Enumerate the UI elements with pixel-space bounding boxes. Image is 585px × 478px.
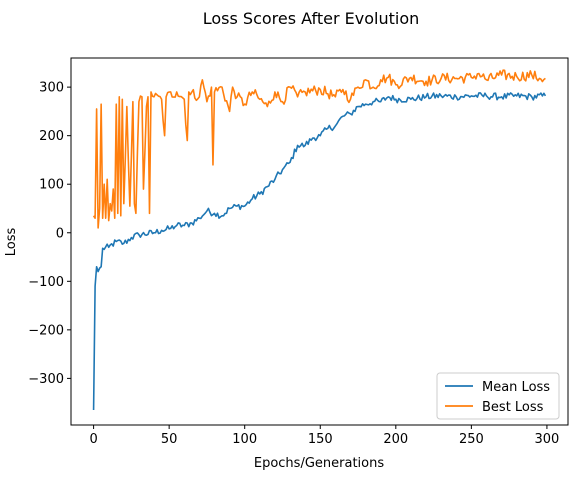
x-tick-label: 100 <box>232 432 257 447</box>
legend-box <box>436 372 560 420</box>
series-line-best-loss <box>92 69 546 229</box>
series-lines <box>92 69 547 410</box>
x-tick-label: 300 <box>535 432 560 447</box>
y-tick-label: 0 <box>56 226 64 241</box>
x-axis: 0 50 100 150 200 250 300 <box>89 425 559 447</box>
y-tick-label: −100 <box>28 275 64 290</box>
x-tick-label: 50 <box>161 432 178 447</box>
y-tick-label: −200 <box>28 323 64 338</box>
plot-area <box>70 57 569 426</box>
x-tick-label: 200 <box>383 432 408 447</box>
series-line-mean-loss <box>92 92 547 410</box>
y-tick-label: −300 <box>28 372 64 387</box>
y-tick-label: 100 <box>39 178 64 193</box>
x-tick-label: 250 <box>459 432 484 447</box>
y-axis: −300 −200 −100 0 100 200 300 <box>28 81 71 387</box>
legend-label: Mean Loss <box>482 380 550 395</box>
legend-label: Best Loss <box>482 400 544 415</box>
x-tick-label: 0 <box>89 432 97 447</box>
legend: Mean Loss Best Loss <box>436 372 560 420</box>
x-axis-label: Epochs/Generations <box>254 456 384 471</box>
x-tick-label: 150 <box>308 432 333 447</box>
y-axis-label: Loss <box>4 228 19 257</box>
y-tick-label: 300 <box>39 81 64 96</box>
chart-title: Loss Scores After Evolution <box>203 9 420 28</box>
y-tick-label: 200 <box>39 129 64 144</box>
